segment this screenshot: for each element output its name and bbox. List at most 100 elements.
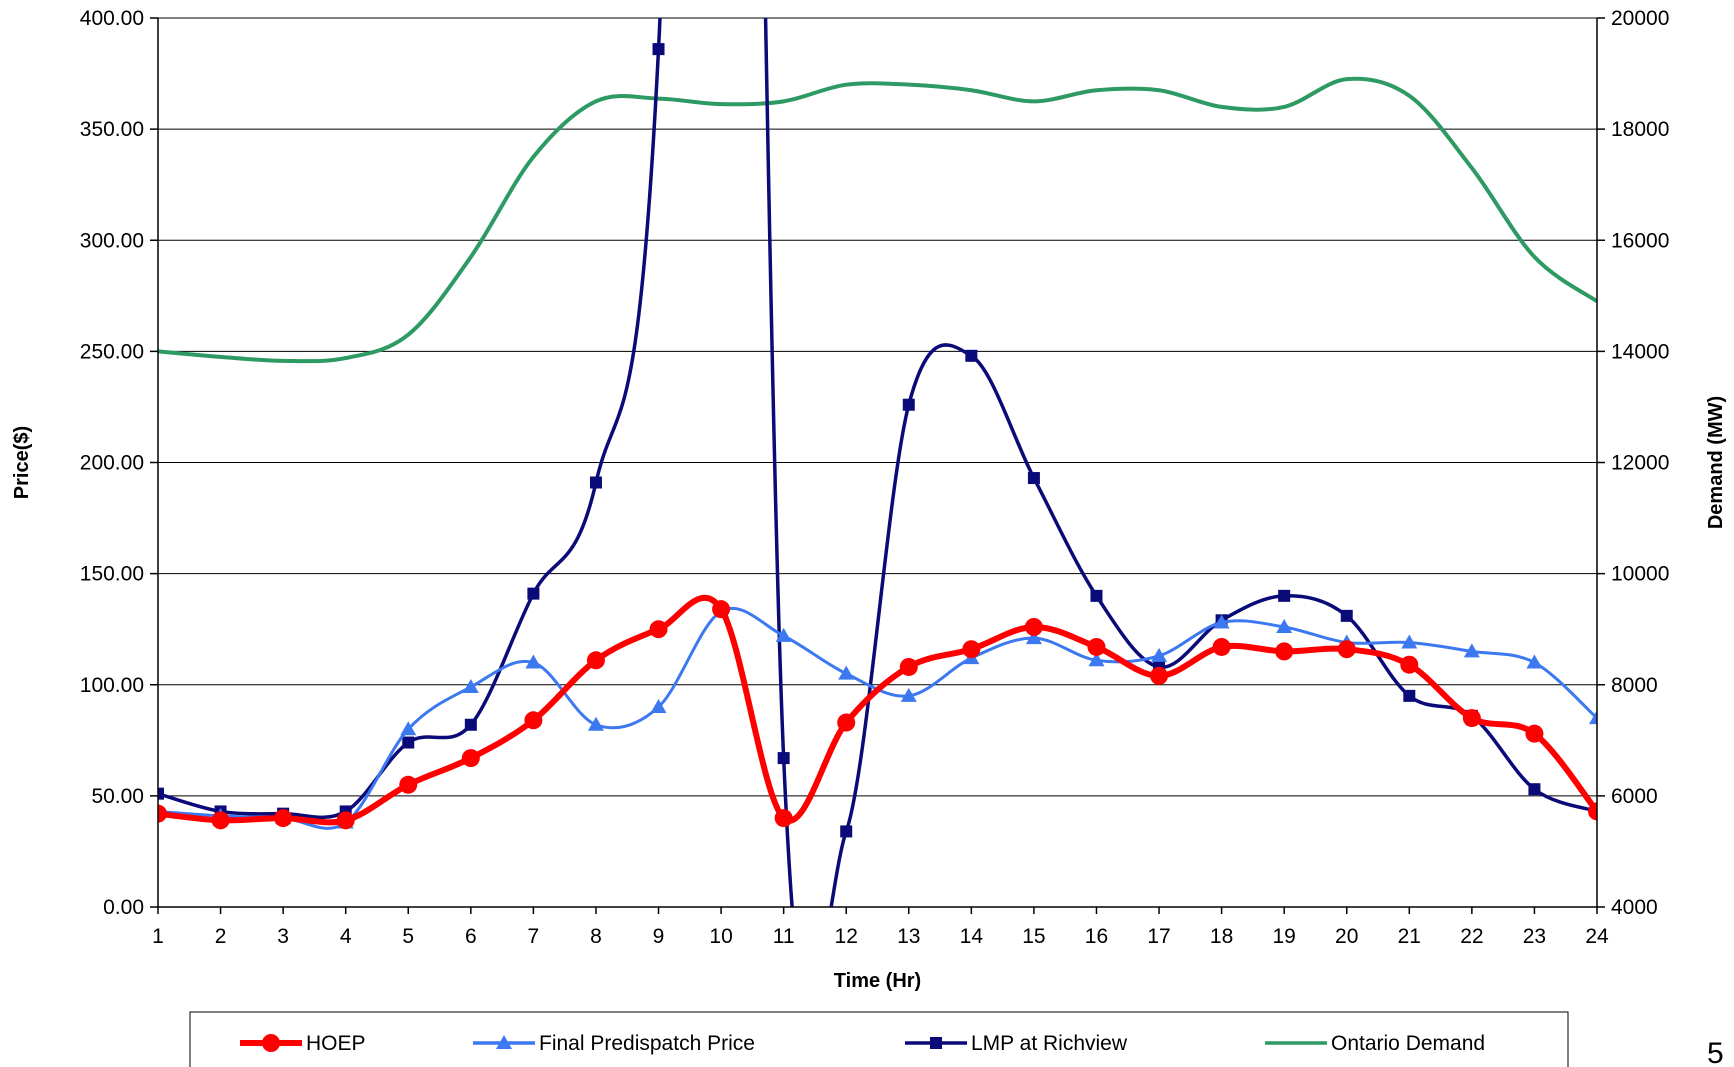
data-point [840, 825, 853, 838]
data-point [336, 811, 355, 830]
data-point [1213, 614, 1230, 629]
data-point [775, 627, 792, 642]
legend-marker [262, 1034, 280, 1052]
legend-item: HOEP [240, 1032, 366, 1055]
data-point [900, 687, 917, 702]
data-point [712, 600, 731, 619]
data-point [158, 787, 164, 800]
data-point [649, 620, 668, 639]
data-point [962, 640, 981, 659]
data-point [461, 749, 480, 768]
y-left-tick-label: 100.00 [80, 674, 144, 697]
x-tick-label: 12 [835, 925, 858, 948]
y-right-tick-label: 14000 [1611, 340, 1669, 363]
data-point [158, 804, 167, 823]
data-point [589, 476, 602, 489]
y-right-tick-label: 4000 [1611, 896, 1658, 919]
x-tick-label: 4 [340, 925, 352, 948]
x-tick-label: 15 [1022, 925, 1045, 948]
data-point [1212, 637, 1231, 656]
data-point [1278, 589, 1291, 602]
legend: HOEP Final Predispatch Price LMP at Richvi… [189, 1011, 1569, 1067]
data-point [525, 654, 542, 669]
y-right-tick-label: 18000 [1611, 118, 1669, 141]
data-point [1588, 802, 1597, 821]
gridlines [158, 17, 1597, 797]
data-point [1090, 589, 1103, 602]
data-point [1087, 637, 1106, 656]
x-tick-label: 13 [897, 925, 920, 948]
data-point [838, 665, 855, 680]
data-point [524, 711, 543, 730]
legend-item: LMP at Richview [905, 1032, 1128, 1055]
data-point [1276, 618, 1293, 633]
data-point [527, 587, 540, 600]
y-left-tick-label: 300.00 [80, 229, 144, 252]
data-point [652, 43, 665, 56]
x-tick-label: 18 [1210, 925, 1233, 948]
x-tick-label: 3 [277, 925, 289, 948]
data-point [1088, 652, 1105, 667]
x-tick-label: 17 [1147, 925, 1170, 948]
page-number: 5 [1707, 1037, 1724, 1067]
data-point [1401, 634, 1418, 649]
data-point [1337, 640, 1356, 659]
y-left-tick-label: 350.00 [80, 118, 144, 141]
y-axis-right-title: Demand (MW) [1705, 396, 1727, 529]
data-point [650, 698, 667, 713]
x-tick-label: 19 [1272, 925, 1295, 948]
legend-label: LMP at Richview [971, 1032, 1128, 1055]
data-point [399, 775, 418, 794]
series-ontario-demand [158, 76, 1597, 364]
legend-item: Final Predispatch Price [473, 1032, 755, 1055]
y-right-tick-label: 6000 [1611, 785, 1658, 808]
data-point [1024, 617, 1043, 636]
data-point [274, 809, 293, 828]
axes [150, 17, 1605, 914]
y-left-tick-label: 400.00 [80, 7, 144, 30]
data-point [899, 657, 918, 676]
series-line [158, 76, 1597, 364]
data-point [1528, 783, 1541, 796]
data-point [464, 718, 477, 731]
y-right-tick-label: 8000 [1611, 674, 1658, 697]
data-point [1525, 724, 1544, 743]
series-hoep [158, 594, 1597, 830]
y-left-tick-label: 250.00 [80, 340, 144, 363]
data-point [1589, 710, 1597, 725]
data-point [1526, 654, 1543, 669]
x-tick-label: 24 [1585, 925, 1609, 948]
legend-box [189, 1011, 1569, 1067]
y-left-tick-label: 50.00 [91, 785, 144, 808]
y-left-tick-label: 200.00 [80, 452, 144, 475]
data-point [462, 678, 479, 693]
x-tick-label: 8 [590, 925, 602, 948]
data-point [1462, 709, 1481, 728]
data-point [1027, 472, 1040, 485]
legend-label: Final Predispatch Price [539, 1032, 755, 1055]
data-point [1400, 655, 1419, 674]
x-tick-label: 16 [1085, 925, 1108, 948]
x-tick-label: 20 [1335, 925, 1358, 948]
y-left-tick-label: 0.00 [103, 896, 144, 919]
x-tick-label: 5 [402, 925, 414, 948]
tick-labels: 0.00 50.00 100.00 150.00 200.00 250.00 300.00 3… [80, 7, 1670, 948]
data-point [1403, 689, 1416, 702]
data-point [1463, 643, 1480, 658]
legend-label: Ontario Demand [1331, 1032, 1485, 1055]
x-tick-label: 21 [1398, 925, 1421, 948]
data-point [837, 713, 856, 732]
x-tick-label: 22 [1460, 925, 1483, 948]
data-point [774, 809, 793, 828]
data-point [777, 752, 790, 765]
x-tick-label: 23 [1523, 925, 1546, 948]
legend-label: HOEP [306, 1032, 366, 1055]
x-tick-label: 6 [465, 925, 477, 948]
x-tick-label: 10 [709, 925, 732, 948]
x-tick-label: 2 [215, 925, 227, 948]
data-point [965, 349, 978, 362]
x-tick-label: 11 [773, 925, 795, 948]
y-axis-left-title: Price($) [11, 426, 33, 499]
